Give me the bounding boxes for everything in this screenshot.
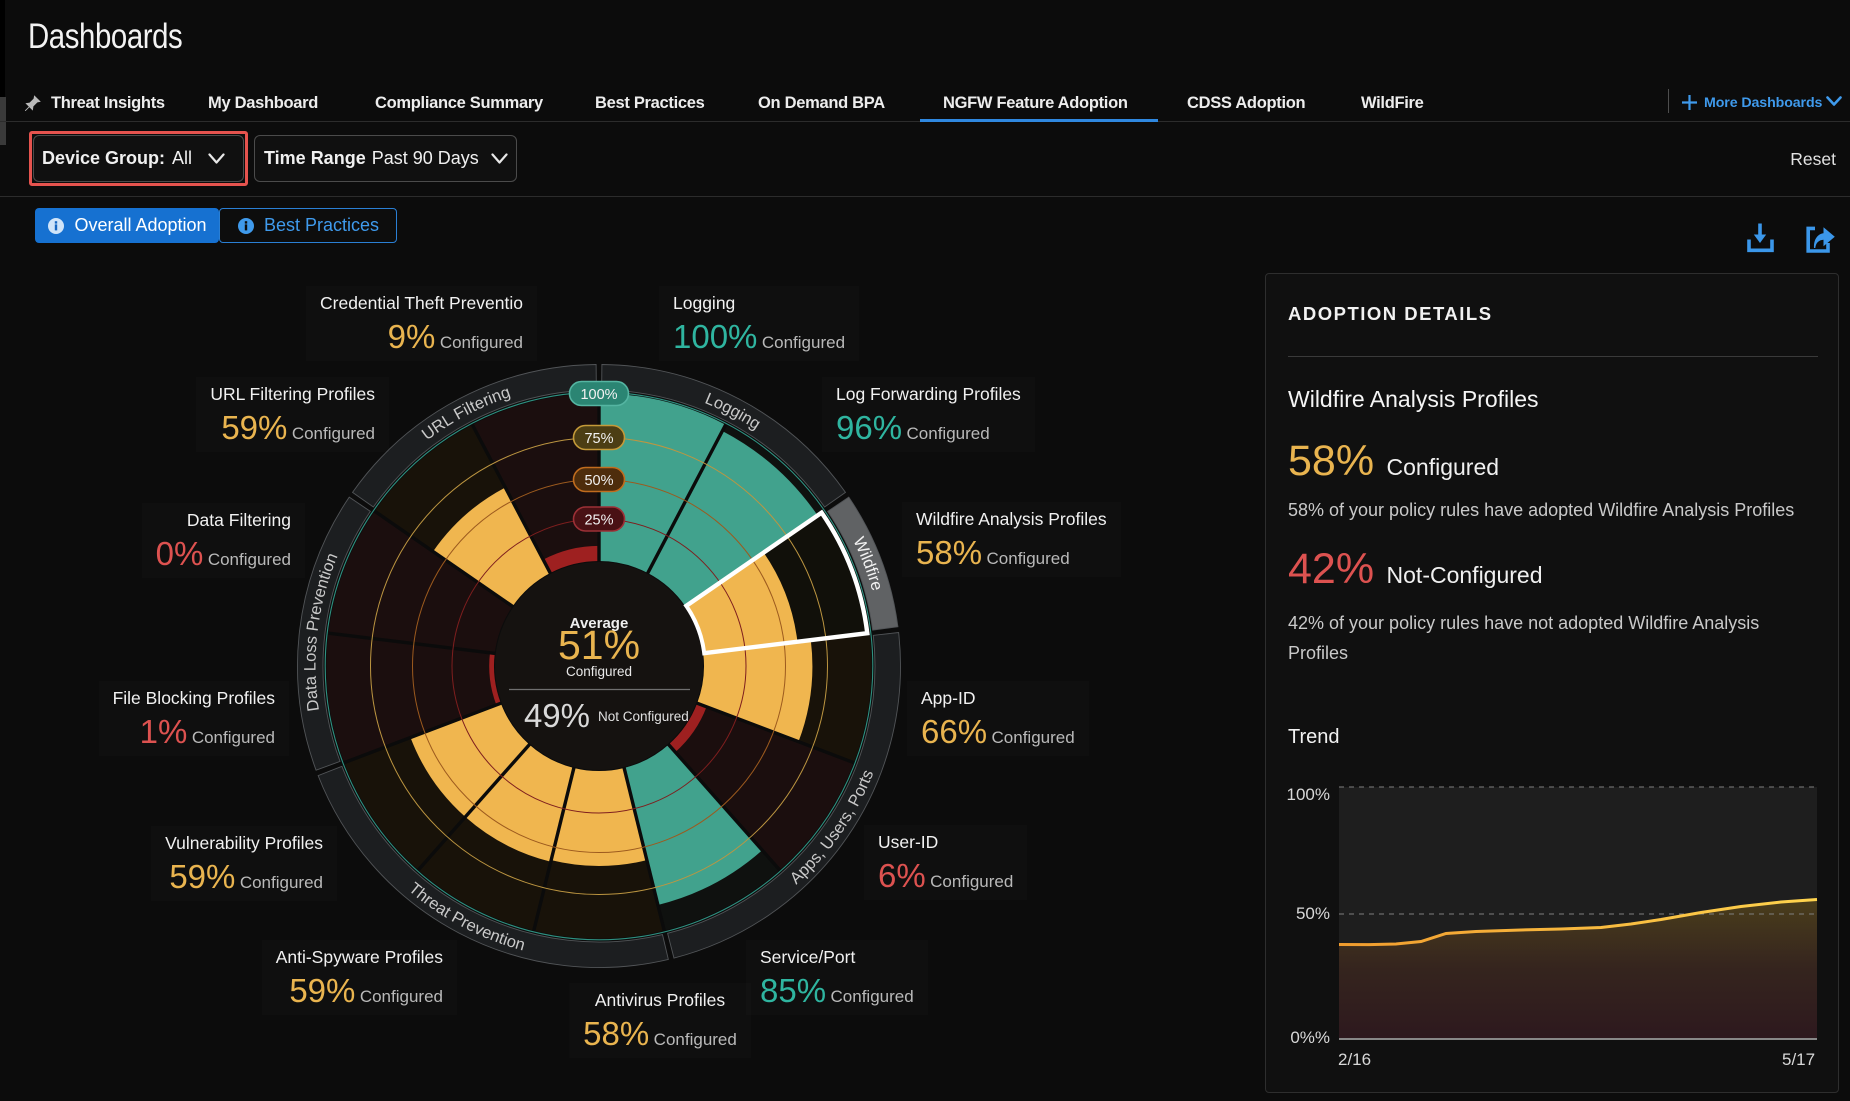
svg-text:49%: 49%: [524, 697, 590, 734]
svg-text:51%: 51%: [558, 622, 640, 668]
svg-text:Configured: Configured: [566, 664, 632, 679]
svg-text:75%: 75%: [584, 431, 613, 447]
svg-text:25%: 25%: [584, 513, 613, 529]
svg-text:100%: 100%: [580, 387, 617, 403]
svg-text:50%: 50%: [584, 473, 613, 489]
svg-text:Average: Average: [570, 615, 629, 632]
svg-text:Not Configured: Not Configured: [598, 709, 689, 724]
